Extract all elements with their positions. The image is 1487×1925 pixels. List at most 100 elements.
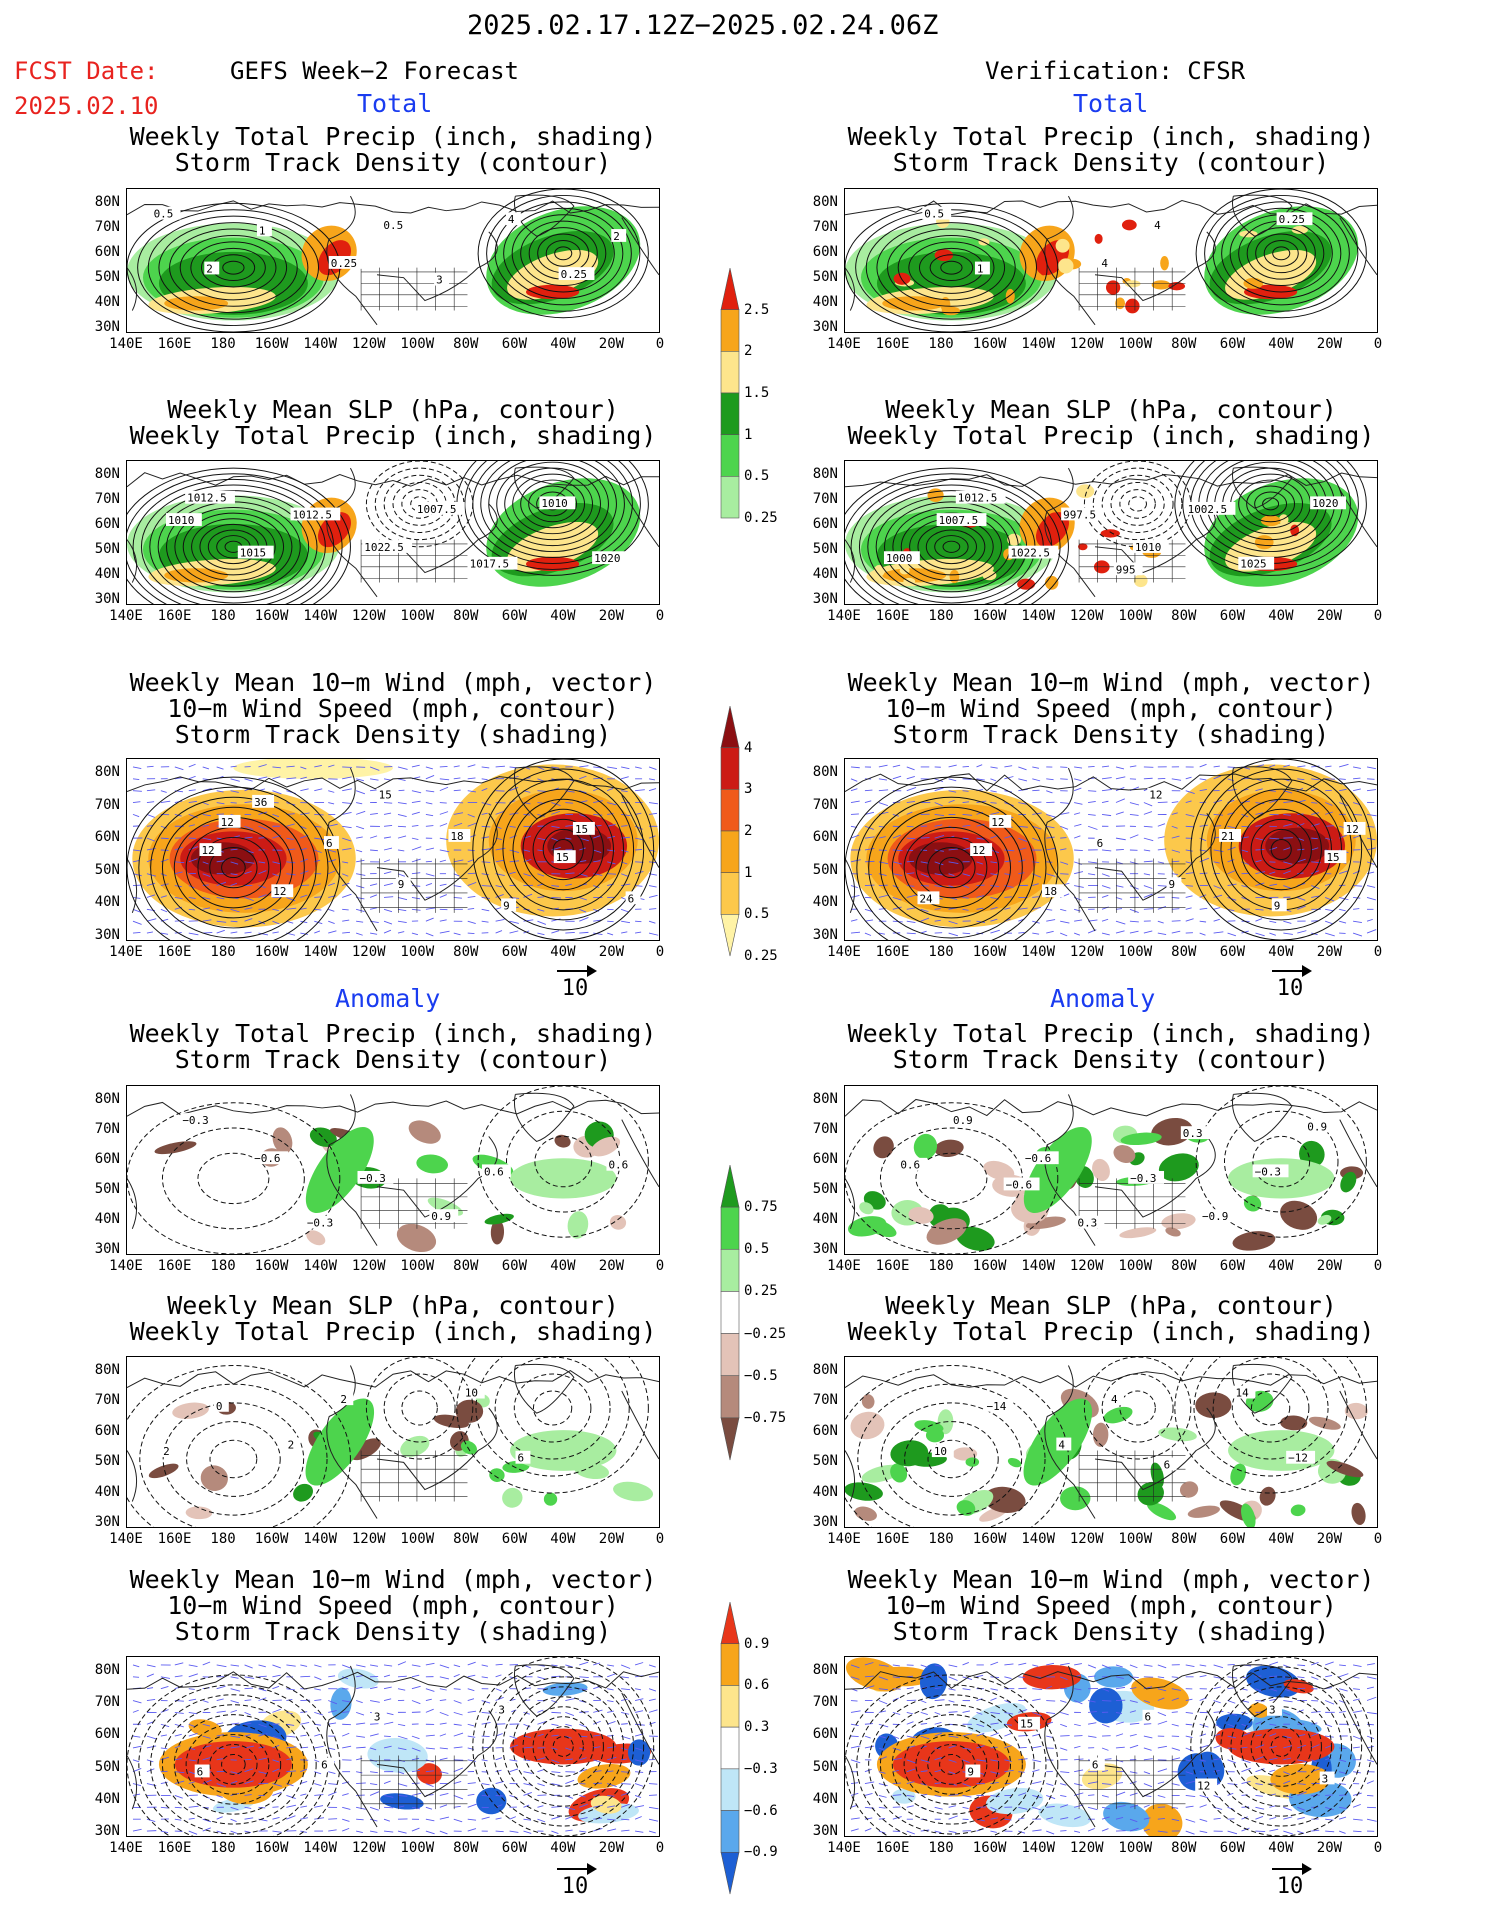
lon-tick-label: 120W bbox=[1069, 1258, 1104, 1274]
lon-tick-label: 160E bbox=[875, 608, 910, 624]
lon-tick-label: 140W bbox=[1021, 1840, 1056, 1856]
contour-label-bg bbox=[467, 556, 518, 570]
precip-anomaly-positive bbox=[1340, 1171, 1357, 1193]
contour-label-bg bbox=[328, 256, 365, 269]
lon-tick-label: 180 bbox=[928, 608, 954, 624]
contour-label: 6 bbox=[628, 892, 635, 905]
precip-shade-speckle bbox=[982, 570, 997, 581]
lon-tick-label: 180 bbox=[928, 944, 954, 960]
contour-label-bg bbox=[1310, 496, 1346, 510]
track-anomaly-negative bbox=[1103, 1801, 1150, 1832]
panel-title-forecast-total-precip_track-line1: Weekly Total Precip (inch, shading) bbox=[129, 122, 657, 151]
lon-tick-label: 120W bbox=[351, 1840, 386, 1856]
lat-tick-label: 40N bbox=[812, 566, 838, 582]
lat-tick-label: 60N bbox=[812, 1726, 838, 1743]
contour-label-bg bbox=[1343, 821, 1366, 835]
precip-anomaly-atlantic bbox=[510, 1430, 617, 1471]
precip-anomaly-positive bbox=[956, 1226, 995, 1251]
contour-label: 4 bbox=[1058, 1438, 1065, 1451]
contour-label: 12 bbox=[1197, 1779, 1210, 1792]
colorbar-swatch bbox=[720, 268, 740, 310]
lon-tick-label: 180 bbox=[928, 1258, 954, 1274]
track-anomaly-negative bbox=[919, 1663, 948, 1700]
precip-anomaly-negative bbox=[934, 1139, 964, 1158]
contour-label-bg bbox=[1180, 1126, 1210, 1140]
panel-title-verification-anom-wind-line1: Weekly Mean 10−m Wind (mph, vector) bbox=[847, 1565, 1375, 1594]
precip-anomaly-positive bbox=[1290, 1504, 1306, 1517]
lon-tick-label: 20W bbox=[598, 336, 625, 352]
lon-tick-label: 20W bbox=[1316, 1840, 1343, 1856]
lon-tick-label: 100W bbox=[1118, 1258, 1153, 1274]
lat-tick-label: 70N bbox=[94, 1694, 120, 1711]
wind-speed-contours-atlantic bbox=[472, 1657, 655, 1836]
precip-shade-speckle bbox=[1278, 514, 1289, 525]
lon-tick-label: 120W bbox=[351, 336, 386, 352]
lon-tick-label: 60W bbox=[1219, 1258, 1246, 1274]
contour-label: 9 bbox=[967, 1765, 974, 1778]
contour-label-bg bbox=[1276, 212, 1313, 226]
contour-label: 6 bbox=[1097, 837, 1104, 850]
lat-tick-label: 70N bbox=[94, 491, 120, 507]
lat-tick-label: 40N bbox=[812, 1790, 838, 1807]
lon-tick-label: 80W bbox=[453, 1531, 479, 1547]
date-range-title: 2025.02.17.12Z−2025.02.24.06Z bbox=[467, 10, 939, 41]
precip-anomaly-negative bbox=[349, 1438, 381, 1461]
lat-tick-label: 80N bbox=[812, 1662, 838, 1678]
contour-label-bg bbox=[951, 1113, 980, 1126]
precip-anomaly-positive bbox=[1150, 1462, 1164, 1488]
coastline-layer bbox=[845, 766, 1377, 932]
track-anomaly-negative bbox=[1216, 1713, 1253, 1732]
contour-label-bg bbox=[539, 496, 576, 510]
contour-label: 18 bbox=[1044, 885, 1057, 898]
precip-anomaly-coast bbox=[305, 1126, 374, 1214]
coastline-layer bbox=[127, 1363, 659, 1519]
map-forecast-anom-wind: 6 3 6 3 bbox=[126, 1656, 660, 1837]
contour-label-bg bbox=[434, 272, 450, 286]
map-verification-total-wind: 12 9 12 18 21 24 6 9 12 12 15 bbox=[844, 758, 1378, 941]
lat-tick-label: 30N bbox=[94, 319, 120, 335]
lon-tick-label: 120W bbox=[1069, 944, 1104, 960]
panel-title-forecast-total-wind-line2: 10−m Wind Speed (mph, contour) bbox=[167, 694, 619, 723]
contour-label: 12 bbox=[1149, 789, 1162, 802]
track-anomaly-positive bbox=[1270, 1763, 1331, 1795]
precip-anomaly-positive bbox=[484, 1213, 514, 1225]
precip-shade-atlantic-core bbox=[507, 521, 599, 572]
storm-track-contours-atlantic bbox=[1195, 189, 1367, 319]
lon-tick-label: 140W bbox=[303, 1840, 338, 1856]
map-forecast-total-wind: 12 9 15 12 18 6 6 9 12 15 15 36 bbox=[126, 758, 660, 941]
lon-tick-label: 160W bbox=[972, 1258, 1007, 1274]
track-anomaly-negative bbox=[367, 1738, 428, 1773]
lat-tick-label: 80N bbox=[94, 1662, 120, 1678]
contour-label: 1022.5 bbox=[1010, 547, 1050, 560]
slp-contours-atlantic bbox=[1174, 1357, 1367, 1494]
contour-label-bg bbox=[1061, 507, 1104, 521]
lon-tick-label: 0 bbox=[1373, 1840, 1383, 1856]
storm-track-contours-atlantic bbox=[1195, 1086, 1367, 1238]
lat-tick-label: 40N bbox=[94, 1211, 120, 1227]
lon-tick-label: 180 bbox=[210, 608, 236, 624]
map-forecast-anom-slp_precip: 2 10 2 2 6 0 bbox=[126, 1356, 660, 1528]
lat-tick-label: 30N bbox=[812, 1241, 838, 1257]
section-label-total-left: Total bbox=[357, 89, 433, 118]
contour-label-bg bbox=[338, 1392, 354, 1406]
track-anomaly-negative bbox=[542, 1682, 588, 1696]
lon-tick-label: 160W bbox=[972, 1531, 1007, 1547]
precip-anomaly-negative bbox=[952, 1447, 978, 1461]
lon-tick-label: 160E bbox=[875, 1840, 910, 1856]
contour-label-bg bbox=[965, 1764, 981, 1778]
contour-label-bg bbox=[1199, 1209, 1236, 1223]
precip-anomaly-negative bbox=[1187, 1505, 1220, 1518]
lon-tick-label: 180 bbox=[928, 336, 954, 352]
lat-tick-label: 30N bbox=[812, 319, 838, 335]
lon-tick-label: 0 bbox=[1373, 336, 1383, 352]
lon-tick-label: 40W bbox=[1268, 1531, 1294, 1547]
lat-tick-label: 30N bbox=[812, 927, 838, 943]
lat-tick-label: 50N bbox=[94, 1758, 120, 1775]
precip-anomaly-negative bbox=[1179, 1481, 1199, 1498]
lon-tick-label: 40W bbox=[1268, 336, 1294, 352]
lon-tick-label: 140W bbox=[303, 1258, 338, 1274]
precip-anomaly-negative bbox=[408, 1120, 441, 1144]
precip-shade-speckle bbox=[1134, 574, 1148, 588]
lon-tick-label: 0 bbox=[655, 1531, 665, 1547]
contour-label-bg bbox=[1003, 1177, 1040, 1191]
